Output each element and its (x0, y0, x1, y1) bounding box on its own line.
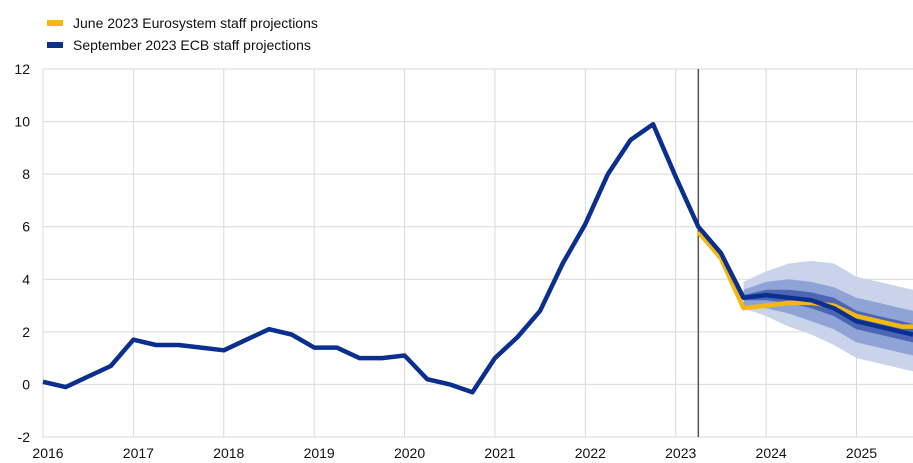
legend-swatch-september (47, 42, 63, 48)
uncertainty-bands (743, 260, 913, 372)
x-tick-label: 2024 (756, 445, 787, 461)
x-tick-label: 2018 (213, 445, 244, 461)
x-tick-label: 2023 (665, 445, 696, 461)
y-tick-label: 4 (22, 271, 30, 287)
legend-swatch-june (47, 20, 63, 26)
y-tick-label: 8 (22, 166, 30, 182)
x-tick-label: 2021 (484, 445, 515, 461)
x-tick-label: 2022 (575, 445, 606, 461)
x-tick-labels: 2016 2017 2018 2019 2020 2021 2022 2023 2024 2025 (32, 445, 877, 461)
y-tick-label: -2 (18, 429, 31, 445)
legend: June 2023 Eurosystem staff projections S… (47, 12, 318, 56)
y-tick-label: 6 (22, 219, 30, 235)
y-tick-labels: -2 0 2 4 6 8 10 12 (14, 61, 30, 445)
x-tick-label: 2025 (846, 445, 877, 461)
x-tick-label: 2019 (304, 445, 335, 461)
legend-item-september: September 2023 ECB staff projections (47, 34, 318, 56)
series-line-september (42, 121, 913, 395)
series-line-june (696, 230, 913, 329)
uncertainty-band-inner (743, 289, 913, 343)
legend-label-september: September 2023 ECB staff projections (73, 37, 311, 53)
x-tick-label: 2020 (394, 445, 425, 461)
y-tick-label: 0 (22, 376, 30, 392)
series-lines (42, 121, 913, 395)
legend-label-june: June 2023 Eurosystem staff projections (73, 15, 318, 31)
y-tick-label: 12 (14, 61, 30, 77)
x-tick-label: 2016 (32, 445, 63, 461)
x-tick-label: 2017 (123, 445, 154, 461)
y-tick-label: 2 (22, 324, 30, 340)
y-tick-label: 10 (14, 114, 30, 130)
legend-item-june: June 2023 Eurosystem staff projections (47, 12, 318, 34)
